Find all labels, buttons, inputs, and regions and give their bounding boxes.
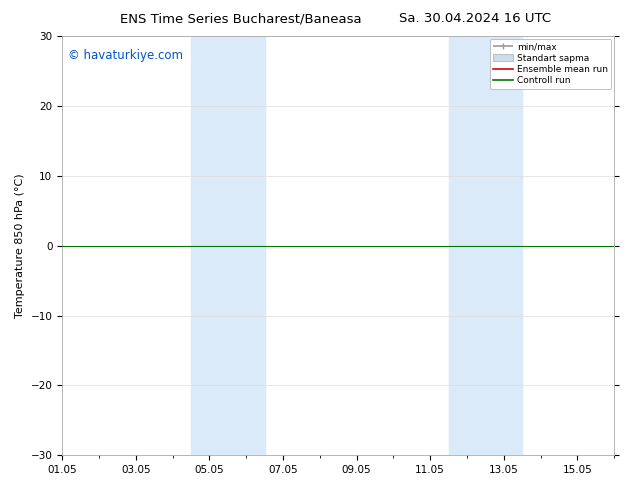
Legend: min/max, Standart sapma, Ensemble mean run, Controll run: min/max, Standart sapma, Ensemble mean r…	[489, 39, 611, 89]
Y-axis label: Temperature 850 hPa (°C): Temperature 850 hPa (°C)	[15, 173, 25, 318]
Text: © havaturkiye.com: © havaturkiye.com	[68, 49, 183, 62]
Bar	[448, 36, 522, 455]
Bar	[191, 36, 264, 455]
Text: Sa. 30.04.2024 16 UTC: Sa. 30.04.2024 16 UTC	[399, 12, 552, 25]
Text: ENS Time Series Bucharest/Baneasa: ENS Time Series Bucharest/Baneasa	[120, 12, 362, 25]
